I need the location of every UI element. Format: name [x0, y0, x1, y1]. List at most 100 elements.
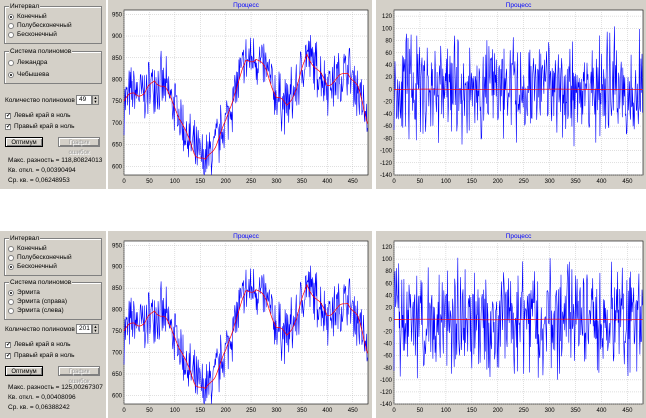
- max-diff-text: Макс. разность = 118,80824013: [8, 157, 103, 164]
- radio-hermite-left[interactable]: Эрмита (слева): [8, 307, 64, 314]
- poly-count-label: Количество полиномов: [5, 97, 75, 104]
- check-mark[interactable]: ✓: [5, 352, 12, 359]
- optimum-button[interactable]: Оптимум: [5, 366, 43, 376]
- y-tick-label: -20: [383, 330, 392, 336]
- x-tick-label: 200: [493, 179, 504, 185]
- left-zero-checkbox[interactable]: ✓ Левый край в ноль: [5, 112, 71, 119]
- x-tick-label: 350: [571, 408, 582, 414]
- y-tick-label: 750: [112, 329, 123, 335]
- check-mark[interactable]: ✓: [5, 123, 12, 130]
- y-tick-label: 600: [112, 393, 123, 399]
- left-zero-checkbox[interactable]: ✓ Левый край в ноль: [5, 341, 71, 348]
- y-tick-label: 700: [112, 351, 123, 357]
- check-mark[interactable]: ✓: [5, 341, 12, 348]
- x-tick-label: 150: [467, 179, 478, 185]
- signal-series-line: [123, 265, 368, 405]
- y-tick-label: -120: [380, 390, 393, 396]
- y-tick-label: 650: [112, 372, 123, 378]
- x-tick-label: 400: [596, 179, 607, 185]
- x-tick-label: 250: [519, 179, 530, 185]
- radio-dot[interactable]: [8, 307, 14, 314]
- residual-chart-1: Процесс 0 50 100 150 200 250 300 350 400 450 -140 -1…: [376, 0, 646, 189]
- y-tick-label: -40: [383, 342, 392, 348]
- chart-title: Процесс: [233, 2, 259, 9]
- radio-interval-semi[interactable]: Полубесконечный: [8, 22, 72, 29]
- y-tick-label: -100: [380, 378, 393, 384]
- fit-series-line: [394, 88, 643, 91]
- y-tick-label: 100: [382, 26, 393, 32]
- radio-dot[interactable]: [8, 22, 14, 29]
- radio-chebyshev[interactable]: Чебышева: [8, 71, 49, 78]
- check-mark[interactable]: ✓: [5, 112, 12, 119]
- x-tick-label: 50: [146, 408, 153, 414]
- signal-series-line: [393, 257, 643, 380]
- fit-series-line: [123, 283, 368, 390]
- x-tick-label: 250: [519, 408, 530, 414]
- y-tick-label: 850: [112, 56, 123, 62]
- y-tick-label: 40: [385, 63, 392, 69]
- chart-title: Процесс: [506, 233, 532, 240]
- radio-interval-semi[interactable]: Полубесконечный: [8, 254, 72, 261]
- radio-hermite[interactable]: Эрмита: [8, 289, 40, 296]
- error-graph-button[interactable]: График ошибок: [58, 137, 100, 156]
- rms-text: Ср. кв. = 0,06248953: [8, 177, 70, 184]
- x-tick-label: 200: [493, 408, 504, 414]
- radio-interval-finite[interactable]: Конечный: [8, 245, 47, 252]
- radio-dot[interactable]: [8, 289, 14, 296]
- y-tick-label: -120: [380, 161, 393, 167]
- x-tick-label: 0: [122, 179, 126, 185]
- signal-series-line: [393, 26, 643, 147]
- poly-count-input[interactable]: 201: [76, 324, 92, 334]
- process-chart-2: Процесс 0 50 100 150 200 250 300 350 400 450 600 650…: [108, 231, 372, 418]
- y-tick-label: 120: [382, 245, 393, 251]
- radio-dot[interactable]: [8, 245, 14, 252]
- radio-dot[interactable]: [8, 263, 14, 270]
- interval-group: Интервал Конечный Полубесконечный Бескон…: [4, 234, 102, 276]
- y-tick-label: -20: [383, 100, 392, 106]
- radio-dot[interactable]: [8, 298, 14, 305]
- x-tick-label: 350: [571, 179, 582, 185]
- x-tick-label: 50: [417, 408, 424, 414]
- radio-interval-infinite[interactable]: Бесконечный: [8, 31, 57, 38]
- optimum-button[interactable]: Оптимум: [5, 137, 43, 147]
- radio-legendre[interactable]: Лежандра: [8, 59, 47, 66]
- x-tick-label: 50: [146, 179, 153, 185]
- x-tick-label: 400: [322, 408, 333, 414]
- x-tick-label: 400: [596, 408, 607, 414]
- x-tick-label: 100: [170, 179, 181, 185]
- y-tick-label: 0: [389, 317, 393, 323]
- x-tick-label: 450: [622, 408, 633, 414]
- y-tick-label: 850: [112, 286, 123, 292]
- radio-dot[interactable]: [8, 254, 14, 261]
- poly-count-spinner[interactable]: ▲ ▼: [92, 95, 99, 105]
- radio-dot[interactable]: [8, 31, 14, 38]
- poly-count-spinner[interactable]: ▲ ▼: [92, 324, 99, 334]
- y-tick-label: 700: [112, 121, 123, 127]
- y-tick-label: 40: [385, 293, 392, 299]
- radio-dot[interactable]: [8, 13, 14, 20]
- y-tick-label: 900: [112, 265, 123, 271]
- radio-dot[interactable]: [8, 71, 14, 78]
- y-tick-label: -40: [383, 112, 392, 118]
- radio-interval-infinite[interactable]: Бесконечный: [8, 263, 57, 270]
- y-tick-label: 60: [385, 281, 392, 287]
- radio-interval-finite[interactable]: Конечный: [8, 13, 47, 20]
- x-tick-label: 150: [467, 408, 478, 414]
- fit-series-line: [123, 53, 368, 160]
- radio-hermite-right[interactable]: Эрмита (справа): [8, 298, 67, 305]
- x-tick-label: 150: [195, 179, 206, 185]
- y-tick-label: 80: [385, 39, 392, 45]
- x-tick-label: 450: [348, 408, 359, 414]
- right-zero-checkbox[interactable]: ✓ Правый край в ноль: [5, 352, 75, 359]
- error-graph-button[interactable]: График ошибок: [58, 366, 100, 385]
- interval-group-title: Интервал: [9, 234, 41, 243]
- control-panel-1: Интервал Конечный Полубесконечный Бескон…: [0, 0, 106, 189]
- y-tick-label: 800: [112, 308, 123, 314]
- right-zero-checkbox[interactable]: ✓ Правый край в ноль: [5, 123, 75, 130]
- radio-dot[interactable]: [8, 59, 14, 66]
- x-tick-label: 0: [392, 179, 396, 185]
- y-tick-label: -80: [383, 366, 392, 372]
- interval-group: Интервал Конечный Полубесконечный Бескон…: [4, 2, 102, 44]
- poly-count-input[interactable]: 49: [76, 95, 92, 105]
